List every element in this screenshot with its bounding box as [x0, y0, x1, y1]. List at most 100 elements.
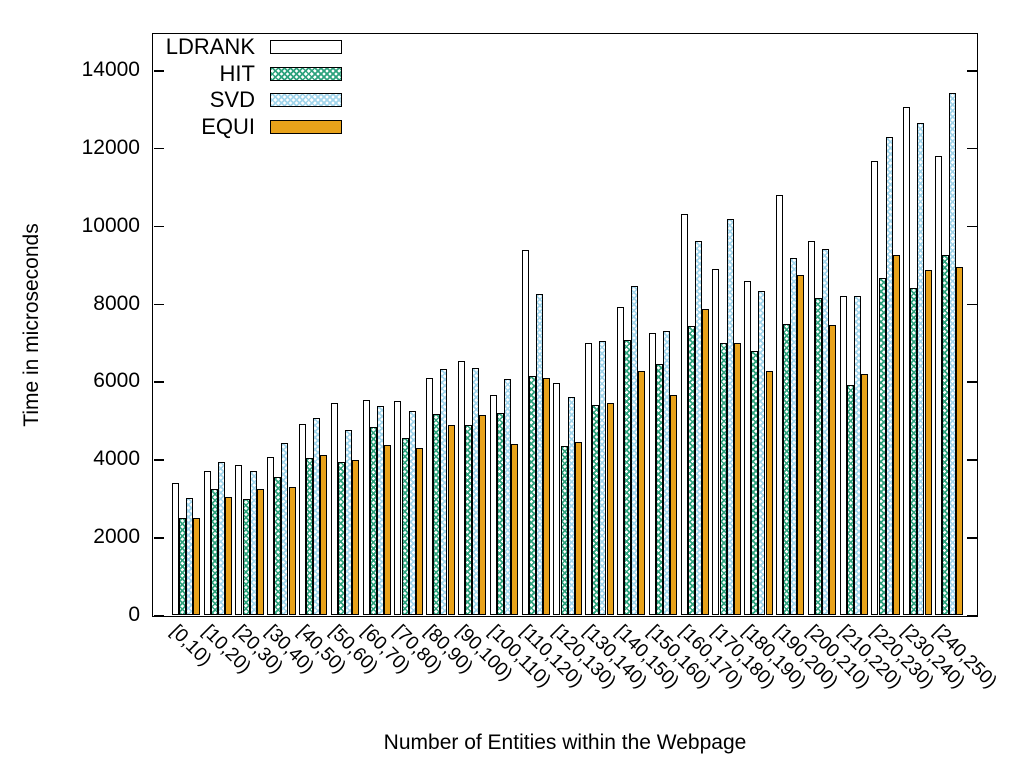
bar-hit-[10,20) [210, 489, 218, 615]
bar-svd-[90,100) [472, 368, 480, 615]
bar-svd-[20,30) [249, 470, 257, 615]
y-axis-title: Time in microseconds [20, 223, 43, 427]
bar-svd-[70,80) [408, 410, 416, 615]
bar-ldrank-[120,130) [553, 383, 561, 615]
bar-equi-[220,230) [892, 254, 900, 615]
bar-svd-[230,240) [917, 122, 925, 615]
bar-ldrank-[240,250) [935, 155, 943, 615]
bar-hit-[150,160) [655, 363, 663, 615]
bar-ldrank-[10,20) [203, 470, 211, 615]
bar-ldrank-[220,230) [871, 161, 879, 615]
bar-ldrank-[230,240) [903, 106, 911, 615]
y-tick-label: 6000 [93, 369, 140, 393]
bar-svd-[150,160) [663, 330, 671, 615]
bar-equi-[180,190) [765, 370, 773, 615]
bar-ldrank-[170,180) [712, 269, 720, 615]
left-y-tick [153, 147, 164, 150]
bar-hit-[110,120) [528, 376, 536, 615]
bar-svd-[220,230) [885, 136, 893, 615]
bar-hit-[120,130) [560, 446, 568, 615]
bar-equi-[170,180) [733, 342, 741, 615]
bar-equi-[240,250) [956, 266, 964, 615]
bar-ldrank-[60,70) [362, 400, 370, 615]
bar-ldrank-[70,80) [394, 400, 402, 615]
bar-hit-[240,250) [942, 254, 950, 615]
bar-ldrank-[90,100) [458, 361, 466, 615]
bar-svd-[170,180) [726, 218, 734, 615]
y-tick-label: 0 [128, 603, 140, 626]
right-y-tick [966, 70, 977, 72]
bar-svd-[60,70) [376, 405, 384, 615]
bar-hit-[60,70) [369, 426, 377, 615]
bar-hit-[20,30) [242, 499, 250, 615]
bar-equi-[230,240) [924, 269, 932, 615]
bar-equi-[130,140) [606, 402, 614, 615]
bar-equi-[80,90) [447, 425, 455, 615]
bar-hit-[190,200) [783, 323, 791, 615]
bar-svd-[160,170) [694, 241, 702, 615]
right-y-tick [966, 537, 977, 539]
bar-ldrank-[150,160) [648, 332, 656, 615]
y-tick-label: 2000 [93, 525, 140, 549]
legend-label-ldrank: LDRANK [165, 34, 255, 59]
y-tick-label: 4000 [93, 447, 140, 471]
bar-svd-[240,250) [949, 93, 957, 615]
bar-svd-[120,130) [567, 397, 575, 615]
legend-swatch-svd [270, 93, 342, 107]
bar-equi-[140,150) [638, 370, 646, 615]
left-y-tick [153, 381, 164, 383]
bar-equi-[190,200) [797, 275, 805, 615]
bar-equi-[60,70) [383, 444, 391, 615]
bar-equi-[110,120) [542, 378, 550, 615]
bar-ldrank-[130,140) [585, 342, 593, 615]
bar-svd-[0,10) [186, 498, 194, 615]
bar-ldrank-[50,60) [330, 402, 338, 615]
bar-equi-[10,20) [224, 496, 232, 615]
bar-ldrank-[190,200) [776, 194, 784, 615]
y-tick-label: 14000 [81, 58, 140, 81]
legend-swatch-ldrank [270, 40, 342, 54]
bar-svd-[180,190) [758, 291, 766, 615]
bar-equi-[0,10) [193, 517, 201, 615]
bar-hit-[160,170) [687, 325, 695, 615]
bar-hit-[130,140) [592, 404, 600, 615]
bar-hit-[170,180) [719, 342, 727, 615]
bar-hit-[100,110) [496, 413, 504, 615]
bar-svd-[40,50) [313, 418, 321, 615]
bar-equi-[200,210) [829, 324, 837, 615]
right-y-tick [966, 381, 977, 383]
x-axis-title: Number of Entities within the Webpage [383, 731, 747, 754]
bar-ldrank-[200,210) [807, 241, 815, 615]
bar-hit-[50,60) [337, 462, 345, 615]
bar-hit-[200,210) [814, 297, 822, 615]
bar-hit-[180,190) [751, 351, 759, 615]
bar-equi-[20,30) [256, 489, 264, 615]
right-y-tick [966, 615, 977, 617]
bar-svd-[100,110) [504, 378, 512, 615]
left-y-tick [153, 70, 164, 72]
bar-hit-[220,230) [878, 278, 886, 615]
bar-equi-[50,60) [352, 460, 360, 615]
bar-equi-[100,110) [511, 444, 519, 615]
bar-hit-[80,90) [433, 414, 441, 615]
left-y-tick [153, 459, 164, 461]
bar-svd-[200,210) [822, 249, 830, 615]
right-y-tick [966, 303, 977, 306]
bar-ldrank-[80,90) [426, 377, 434, 615]
bar-hit-[30,40) [274, 476, 282, 615]
bar-ldrank-[160,170) [680, 214, 688, 615]
bar-svd-[80,90) [440, 368, 448, 615]
bar-ldrank-[20,30) [235, 465, 243, 615]
left-y-tick [153, 537, 164, 539]
bar-hit-[0,10) [178, 518, 186, 615]
legend-swatch-equi [270, 119, 342, 134]
bar-ldrank-[0,10) [171, 482, 179, 615]
bar-hit-[210,220) [846, 385, 854, 615]
bar-equi-[70,80) [415, 447, 423, 615]
y-tick-label: 10000 [81, 213, 140, 237]
right-y-tick [966, 225, 977, 228]
bar-equi-[150,160) [670, 395, 678, 615]
bar-svd-[50,60) [345, 430, 353, 615]
legend-label-equi: EQUI [201, 113, 255, 139]
